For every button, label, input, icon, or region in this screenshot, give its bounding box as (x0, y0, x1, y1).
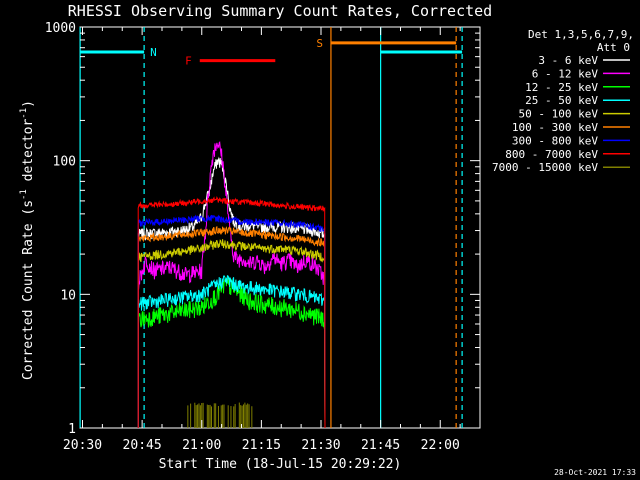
x-tick-label: 22:00 (421, 438, 460, 453)
interval-label-N: N (150, 46, 157, 59)
legend-label: 25 - 50 keV (525, 94, 598, 107)
y-tick-label: 1000 (45, 21, 76, 36)
y-axis-label-end: ) (21, 100, 36, 108)
legend-label: 800 - 7000 keV (505, 148, 598, 161)
y-tick-label: 1 (68, 422, 76, 437)
legend-label: 300 - 800 keV (512, 134, 598, 147)
axes-layer: 20:30 20:45 21:00 21:15 21:30 21:45 22:00 1 10 10… (45, 21, 480, 453)
x-tick-label: 21:30 (301, 438, 340, 453)
y-axis-label-exp1: -1 (19, 189, 29, 200)
y-axis-label-main: Corrected Count Rate (s (21, 200, 36, 380)
x-tick-label: 21:00 (182, 438, 221, 453)
y-axis-label-exp2: -1 (19, 108, 29, 119)
series-line-4 (137, 239, 326, 429)
y-tick-label: 100 (53, 155, 76, 170)
plot-frame (79, 26, 481, 429)
series-line-2 (137, 277, 326, 429)
interval-label-S: S (316, 37, 323, 50)
legend-label: 3 - 6 keV (538, 54, 598, 67)
series-line-1 (137, 141, 326, 429)
y-axis-label: Corrected Count Rate (s-1 detector-1) (19, 100, 36, 380)
interval-label-F: F (185, 55, 192, 68)
series-line-7 (137, 195, 326, 429)
legend-label: 7000 - 15000 keV (492, 161, 598, 174)
x-tick-label: 20:45 (123, 438, 162, 453)
legend-label: 50 - 100 keV (519, 108, 599, 121)
legend-label: 12 - 25 keV (525, 81, 598, 94)
timestamp: 28-Oct-2021 17:33 (554, 468, 636, 477)
legend-label: 6 - 12 keV (532, 67, 599, 80)
series-7000-15000 (187, 402, 253, 428)
series-line-3 (137, 274, 326, 429)
legend-header-line1: Det 1,3,5,6,7,9, (528, 28, 634, 41)
series-line-6 (137, 214, 326, 429)
legend-header-line2: Att 0 (597, 41, 630, 54)
x-tick-label: 21:45 (361, 438, 400, 453)
annotation-layer: N F S (79, 27, 463, 428)
x-tick-label: 21:15 (242, 438, 281, 453)
chart-title: RHESSI Observing Summary Count Rates, Co… (68, 2, 492, 20)
plot-border (79, 26, 481, 429)
series-layer (137, 141, 326, 429)
y-tick-label: 10 (60, 288, 76, 303)
y-axis-label-mid: detector (21, 119, 36, 190)
series-line-5 (137, 226, 326, 429)
x-axis-label: Start Time (18-Jul-15 20:29:22) (159, 457, 402, 472)
x-tick-label: 20:30 (63, 438, 102, 453)
legend-label: 100 - 300 keV (512, 121, 598, 134)
